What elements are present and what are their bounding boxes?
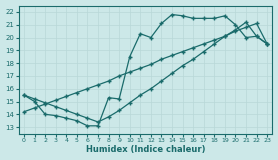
X-axis label: Humidex (Indice chaleur): Humidex (Indice chaleur) <box>86 145 205 154</box>
